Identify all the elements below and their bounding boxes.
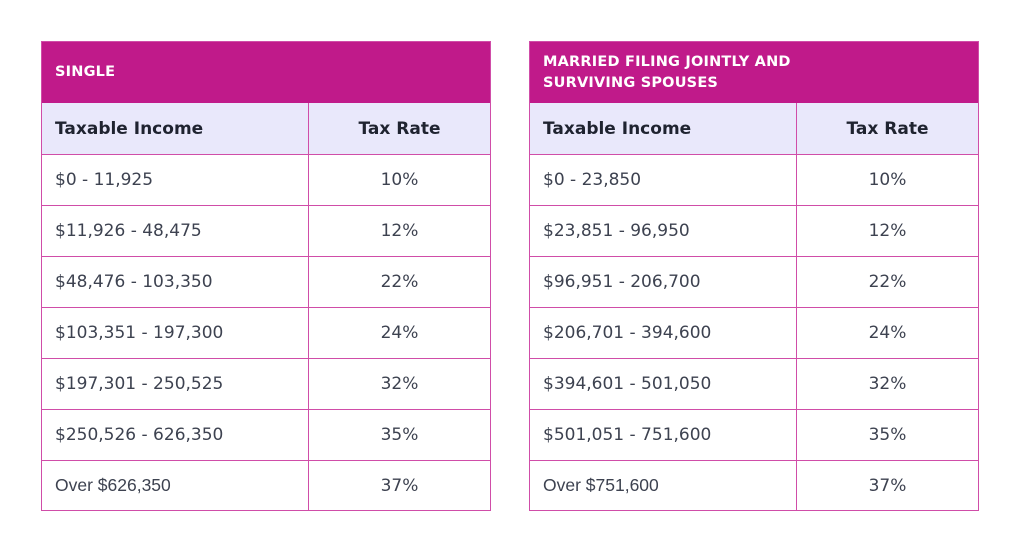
table-title: SINGLE [42, 42, 490, 103]
tax-rate-cell: 22% [380, 272, 419, 292]
tax-rate-cell: 22% [868, 272, 907, 292]
table-row: $103,351 - 197,300 24% [42, 307, 490, 358]
column-header-taxable-income: Taxable Income [42, 103, 309, 154]
column-header-tax-rate: Tax Rate [846, 118, 929, 139]
table-row: $48,476 - 103,350 22% [42, 256, 490, 307]
column-header-taxable-income: Taxable Income [530, 103, 797, 154]
tax-rate-cell: 24% [380, 323, 419, 343]
married-filing-jointly-tax-table: MARRIED FILING JOINTLY AND SURVIVING SPO… [529, 41, 979, 511]
taxable-income-cell: $250,526 - 626,350 [42, 410, 309, 460]
tax-rate-cell: 37% [380, 475, 419, 496]
table-row: $394,601 - 501,050 32% [530, 358, 978, 409]
taxable-income-cell: $206,701 - 394,600 [530, 308, 797, 358]
table-row: $197,301 - 250,525 32% [42, 358, 490, 409]
table-row: $501,051 - 751,600 35% [530, 409, 978, 460]
taxable-income-cell: $501,051 - 751,600 [530, 410, 797, 460]
taxable-income-cell: $197,301 - 250,525 [42, 359, 309, 409]
taxable-income-cell: Over $751,600 [530, 461, 797, 510]
table-row: $0 - 23,850 10% [530, 154, 978, 205]
tax-rate-cell: 24% [868, 323, 907, 343]
table-header-row: Taxable Income Tax Rate [42, 103, 490, 154]
single-tax-table: SINGLE Taxable Income Tax Rate $0 - 11,9… [41, 41, 491, 511]
tax-rate-cell: 35% [868, 425, 907, 445]
table-row: $96,951 - 206,700 22% [530, 256, 978, 307]
table-row: $23,851 - 96,950 12% [530, 205, 978, 256]
tax-rate-cell: 12% [868, 221, 907, 241]
taxable-income-cell: $103,351 - 197,300 [42, 308, 309, 358]
taxable-income-cell: $0 - 23,850 [530, 155, 797, 205]
tax-rate-cell: 35% [380, 425, 419, 445]
column-header-tax-rate: Tax Rate [358, 118, 441, 139]
tax-rate-cell: 10% [380, 170, 419, 190]
taxable-income-cell: $11,926 - 48,475 [42, 206, 309, 256]
tax-rate-cell: 32% [868, 374, 907, 394]
tax-rate-cell: 37% [868, 475, 907, 496]
tax-rate-cell: 12% [380, 221, 419, 241]
tax-rate-cell: 32% [380, 374, 419, 394]
table-title: MARRIED FILING JOINTLY AND SURVIVING SPO… [530, 42, 978, 103]
table-row: $250,526 - 626,350 35% [42, 409, 490, 460]
table-row: Over $751,600 37% [530, 460, 978, 510]
taxable-income-cell: $48,476 - 103,350 [42, 257, 309, 307]
table-row: Over $626,350 37% [42, 460, 490, 510]
table-row: $11,926 - 48,475 12% [42, 205, 490, 256]
table-row: $206,701 - 394,600 24% [530, 307, 978, 358]
taxable-income-cell: $394,601 - 501,050 [530, 359, 797, 409]
tax-rate-cell: 10% [868, 170, 907, 190]
table-header-row: Taxable Income Tax Rate [530, 103, 978, 154]
taxable-income-cell: $23,851 - 96,950 [530, 206, 797, 256]
table-row: $0 - 11,925 10% [42, 154, 490, 205]
taxable-income-cell: $0 - 11,925 [42, 155, 309, 205]
taxable-income-cell: Over $626,350 [42, 461, 309, 510]
taxable-income-cell: $96,951 - 206,700 [530, 257, 797, 307]
